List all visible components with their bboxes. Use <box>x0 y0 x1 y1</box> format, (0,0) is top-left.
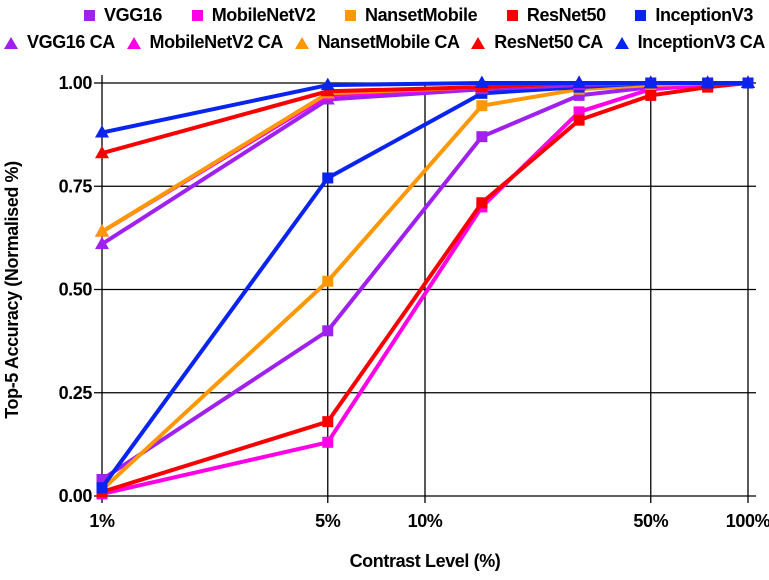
legend-item-inceptionv3: InceptionV3 <box>635 5 753 26</box>
square-marker-icon <box>322 325 334 337</box>
y-tick-label: 0.25 <box>59 383 93 403</box>
legend-label: ResNet50 <box>526 5 606 25</box>
x-tick-label: 50% <box>633 511 668 531</box>
y-axis-title: Top-5 Accuracy (Normalised %) <box>2 161 22 419</box>
gridlines <box>94 75 756 503</box>
y-tick-label: 0.75 <box>59 176 93 196</box>
triangle-marker-icon <box>474 75 489 88</box>
legend-item-inceptionv3-ca: InceptionV3 CA <box>614 32 766 53</box>
x-axis-title: Contrast Level (%) <box>350 551 501 571</box>
triangle-marker-icon <box>95 236 109 250</box>
legend-label: VGG16 CA <box>27 32 115 52</box>
square-marker-icon <box>573 89 585 101</box>
square-marker-icon <box>476 131 488 143</box>
triangle-marker-icon <box>614 36 629 49</box>
square-marker-icon <box>191 10 203 21</box>
legend-item-nansetmobile-ca: NansetMobile CA <box>294 32 460 53</box>
square-marker-icon <box>96 482 108 494</box>
legend-item-resnet50-ca: ResNet50 CA <box>471 32 603 53</box>
square-marker-icon <box>322 436 334 448</box>
triangle-marker-icon <box>4 36 18 49</box>
y-tick-label: 1.00 <box>59 73 93 93</box>
triangle-marker-icon <box>320 77 335 91</box>
square-marker-icon <box>506 10 518 21</box>
triangle-marker-icon <box>294 36 309 49</box>
legend-item-vgg16: VGG16 <box>84 5 162 26</box>
legend-label: VGG16 <box>104 5 163 25</box>
square-marker-icon <box>96 473 108 485</box>
series-markers-inceptionv3-ca <box>95 75 755 138</box>
square-marker-icon <box>573 114 585 126</box>
legend-item-vgg16-ca: VGG16 CA <box>4 32 115 53</box>
triangle-marker-icon <box>572 75 587 88</box>
square-marker-icon <box>476 100 488 112</box>
square-marker-icon <box>322 275 334 287</box>
legend-item-mobilenetv2-ca: MobileNetV2 CA <box>126 32 284 53</box>
square-marker-icon <box>84 10 95 21</box>
legend-row-1: VGG16 MobileNetV2 NansetMobile ResNet50 Ince… <box>0 2 769 29</box>
legend-label: MobileNetV2 CA <box>149 32 284 52</box>
x-tick-label: 10% <box>408 511 443 531</box>
legend-label: MobileNetV2 <box>211 5 316 25</box>
triangle-marker-icon <box>95 125 109 138</box>
legend-label: NansetMobile CA <box>317 32 460 52</box>
square-marker-icon <box>322 172 334 184</box>
square-marker-icon <box>645 89 657 101</box>
square-marker-icon <box>322 416 334 428</box>
chart-legend: VGG16 MobileNetV2 NansetMobile ResNet50 Ince… <box>0 2 769 56</box>
square-marker-icon <box>344 10 356 21</box>
triangle-marker-icon <box>126 36 141 49</box>
legend-row-2: VGG16 CA MobileNetV2 CA NansetMobile CA Res… <box>0 29 769 56</box>
axes: 0.00 0.25 0.50 0.75 1.00 1% 5% 10% 50% 100% <box>59 73 769 531</box>
square-marker-icon <box>573 106 585 118</box>
triangle-marker-icon <box>700 75 715 88</box>
square-marker-icon <box>635 10 647 21</box>
legend-item-nansetmobile: NansetMobile <box>344 5 478 26</box>
y-tick-label: 0.00 <box>59 486 93 506</box>
legend-item-resnet50: ResNet50 <box>506 5 606 26</box>
legend-label: ResNet50 CA <box>494 32 603 52</box>
triangle-marker-icon <box>95 145 109 159</box>
legend-item-mobilenetv2: MobileNetV2 <box>191 5 316 26</box>
x-tick-label: 100% <box>726 511 769 531</box>
legend-label: InceptionV3 CA <box>637 32 766 52</box>
legend-label: InceptionV3 <box>655 5 753 25</box>
square-marker-icon <box>476 197 488 209</box>
triangle-marker-icon <box>95 224 109 237</box>
x-tick-label: 5% <box>315 511 341 531</box>
series-lines <box>95 75 755 500</box>
triangle-marker-icon <box>643 75 658 88</box>
legend-label: NansetMobile <box>364 5 478 25</box>
triangle-marker-icon <box>741 75 755 88</box>
x-tick-label: 1% <box>89 511 115 531</box>
y-tick-label: 0.50 <box>59 280 93 300</box>
triangle-marker-icon <box>471 36 486 49</box>
